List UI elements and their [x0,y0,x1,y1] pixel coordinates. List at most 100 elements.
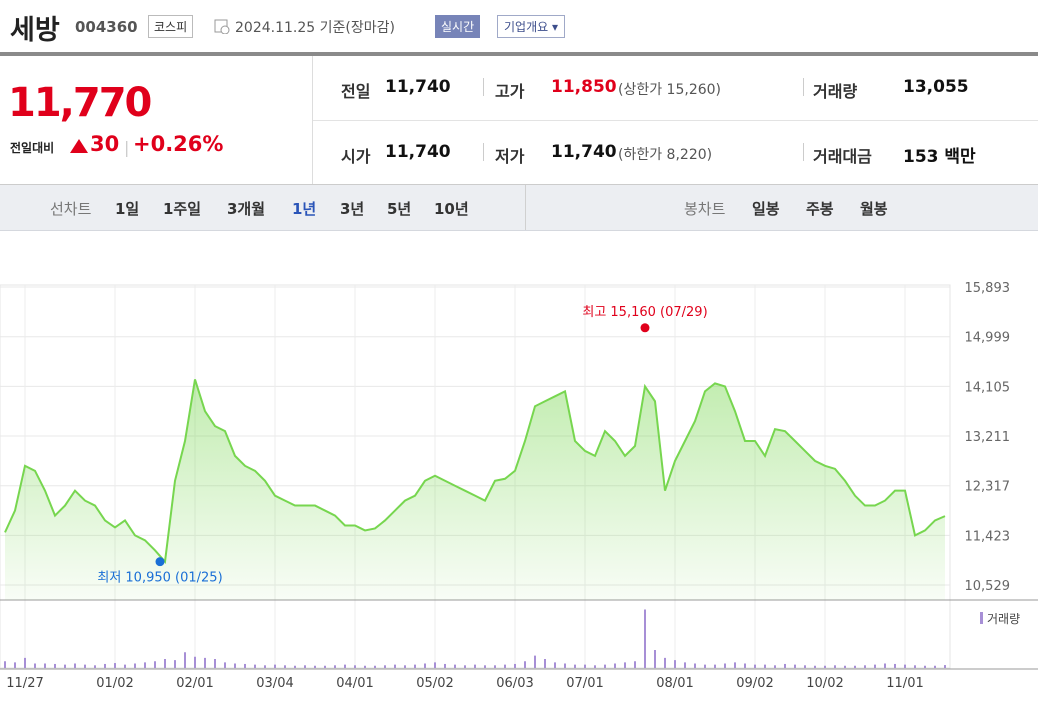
volume-bar [314,665,316,668]
market-badge: 코스피 [148,15,194,38]
tab[interactable]: 일봉 [752,200,780,218]
divider-line [483,143,484,161]
tab[interactable]: 3년 [340,200,365,218]
volume-bar [294,665,296,668]
volume-bar [84,664,86,668]
volume-bar [394,664,396,668]
volume-bar [634,661,636,668]
tab[interactable]: 주봉 [806,200,834,218]
volume-bar [74,663,76,668]
quote-row: 시가 11,740 저가 11,740 (하한가 8,220) 거래대금 153 백만 [313,120,1038,185]
volume-bar [714,664,716,668]
volume-bar [564,663,566,668]
volume-bar [354,665,356,668]
volume-bar [514,663,516,668]
quote-row: 전일 11,740 고가 11,850 (상한가 15,260) 거래량 13,055 [313,56,1038,120]
company-dropdown[interactable]: 기업개요 ▾ [497,15,566,38]
volume-bar [624,662,626,668]
x-tick-label: 09/02 [736,676,773,691]
divider-line [483,78,484,96]
x-tick-label: 01/02 [96,676,133,691]
quote-value: 153 백만 [903,147,976,167]
volume-bar [784,663,786,668]
volume-bar [344,664,346,668]
volume-bar [424,663,426,668]
up-arrow [70,139,88,153]
volume-bar [914,665,916,668]
line-tabs: 선차트 1일 1주일 3개월 1년 3년 5년 10년 [0,185,526,230]
y-tick-label: 13,211 [965,430,1011,445]
volume-bar [324,665,326,668]
tab[interactable]: 1주일 [163,200,202,218]
volume-bar [854,665,856,668]
change-rate: +0.26% [133,132,224,156]
volume-bar [494,665,496,668]
divider: | [124,138,130,157]
quote-value: 11,850 [551,77,617,97]
realtime-button[interactable]: 실시간 [435,15,481,38]
price-area [5,379,945,600]
stock-code: 004360 [75,18,138,36]
tab[interactable]: 3개월 [227,200,266,218]
volume-bar [544,659,546,668]
tab[interactable]: 1년 [292,200,317,218]
volume-bar [604,664,606,668]
volume-bar [184,652,186,668]
volume-bar [4,661,6,668]
tab[interactable]: 1일 [115,200,140,218]
y-tick-label: 10,529 [965,579,1011,594]
divider-line [803,78,804,96]
volume-bar [254,664,256,668]
volume-bar [284,665,286,668]
period-tabs: 선차트 1일 1주일 3개월 1년 3년 5년 10년 봉차트 일봉 주봉 월봉 [0,185,1038,231]
volume-bar [94,665,96,668]
volume-bar [874,664,876,668]
volume-bar [334,665,336,668]
stock-name: 세방 [10,15,60,46]
quote-value: 13,055 [903,77,969,97]
quote-limit: (하한가 8,220) [618,147,713,163]
current-price: 11,770 [8,80,152,126]
volume-bar [464,665,466,668]
x-tick-label: 10/02 [806,676,843,691]
volume-bar [644,609,646,668]
extreme-label: 최저 10,950 (01/25) [97,571,222,586]
volume-bar [144,662,146,668]
y-tick-label: 14,999 [965,331,1011,346]
tab[interactable]: 월봉 [860,200,888,218]
volume-bar [244,663,246,668]
volume-bar [154,661,156,668]
volume-bar [884,663,886,668]
volume-legend-swatch [980,612,983,624]
extreme-dot [155,557,165,567]
volume-bar [174,660,176,668]
volume-bar [684,662,686,668]
volume-bar [524,661,526,668]
volume-bar [724,663,726,668]
volume-bar [34,663,36,668]
volume-bar [574,664,576,668]
volume-bar [504,664,506,668]
x-tick-label: 04/01 [336,676,373,691]
company-label: 기업개요 [504,20,549,34]
volume-bar [534,655,536,668]
volume-bar [614,663,616,668]
extreme-label: 최고 15,160 (07/29) [582,305,707,320]
volume-bar [194,656,196,668]
volume-bar [224,662,226,668]
volume-bar [934,665,936,668]
price-cell: 11,770 전일대비 30 | +0.26% [0,56,313,184]
volume-bar [14,662,16,668]
volume-bar [234,663,236,668]
calendar-icon [214,19,230,34]
volume-bar [414,664,416,668]
volume-bar [804,665,806,668]
tab[interactable]: 5년 [387,200,412,218]
volume-bar [54,663,56,668]
base-date: 2024.11.25 기준(장마감) [235,20,395,36]
volume-bar [704,664,706,668]
tab[interactable]: 10년 [434,200,469,218]
volume-bar [474,664,476,668]
volume-bar [124,664,126,668]
volume-bar [384,665,386,668]
